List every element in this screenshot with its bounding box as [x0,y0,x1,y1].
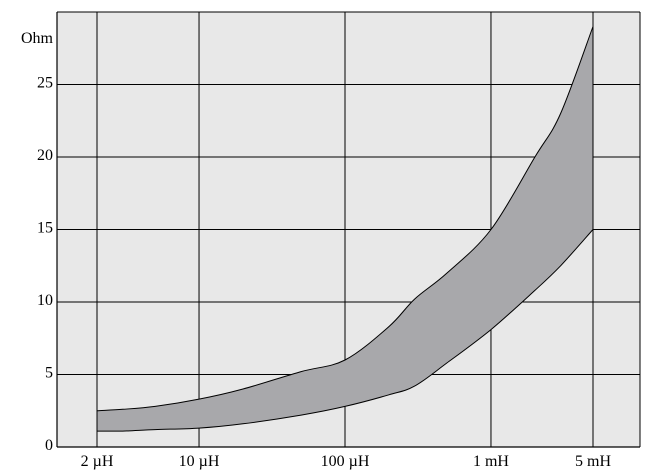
x-tick-label: 2 µH [81,453,114,470]
resistance-band-area [96,26,594,432]
x-tick-label: 1 mH [473,453,509,470]
y-tick-label: 20 [37,147,53,164]
axes [56,12,640,448]
y-tick-labels: 0 5 10 15 20 25 [37,75,53,455]
y-tick-label: 5 [45,365,53,382]
y-tick-label: 15 [37,220,53,237]
y-tick-label: 10 [37,292,53,309]
x-tick-label: 100 µH [321,453,370,470]
y-axis-label: Ohm [21,30,54,47]
x-tick-label: 5 mH [575,453,611,470]
y-tick-label: 0 [45,437,53,454]
x-tick-labels: 2 µH 10 µH 100 µH 1 mH 5 mH [81,453,612,470]
y-tick-label: 25 [37,75,53,92]
x-tick-label: 10 µH [179,453,220,470]
